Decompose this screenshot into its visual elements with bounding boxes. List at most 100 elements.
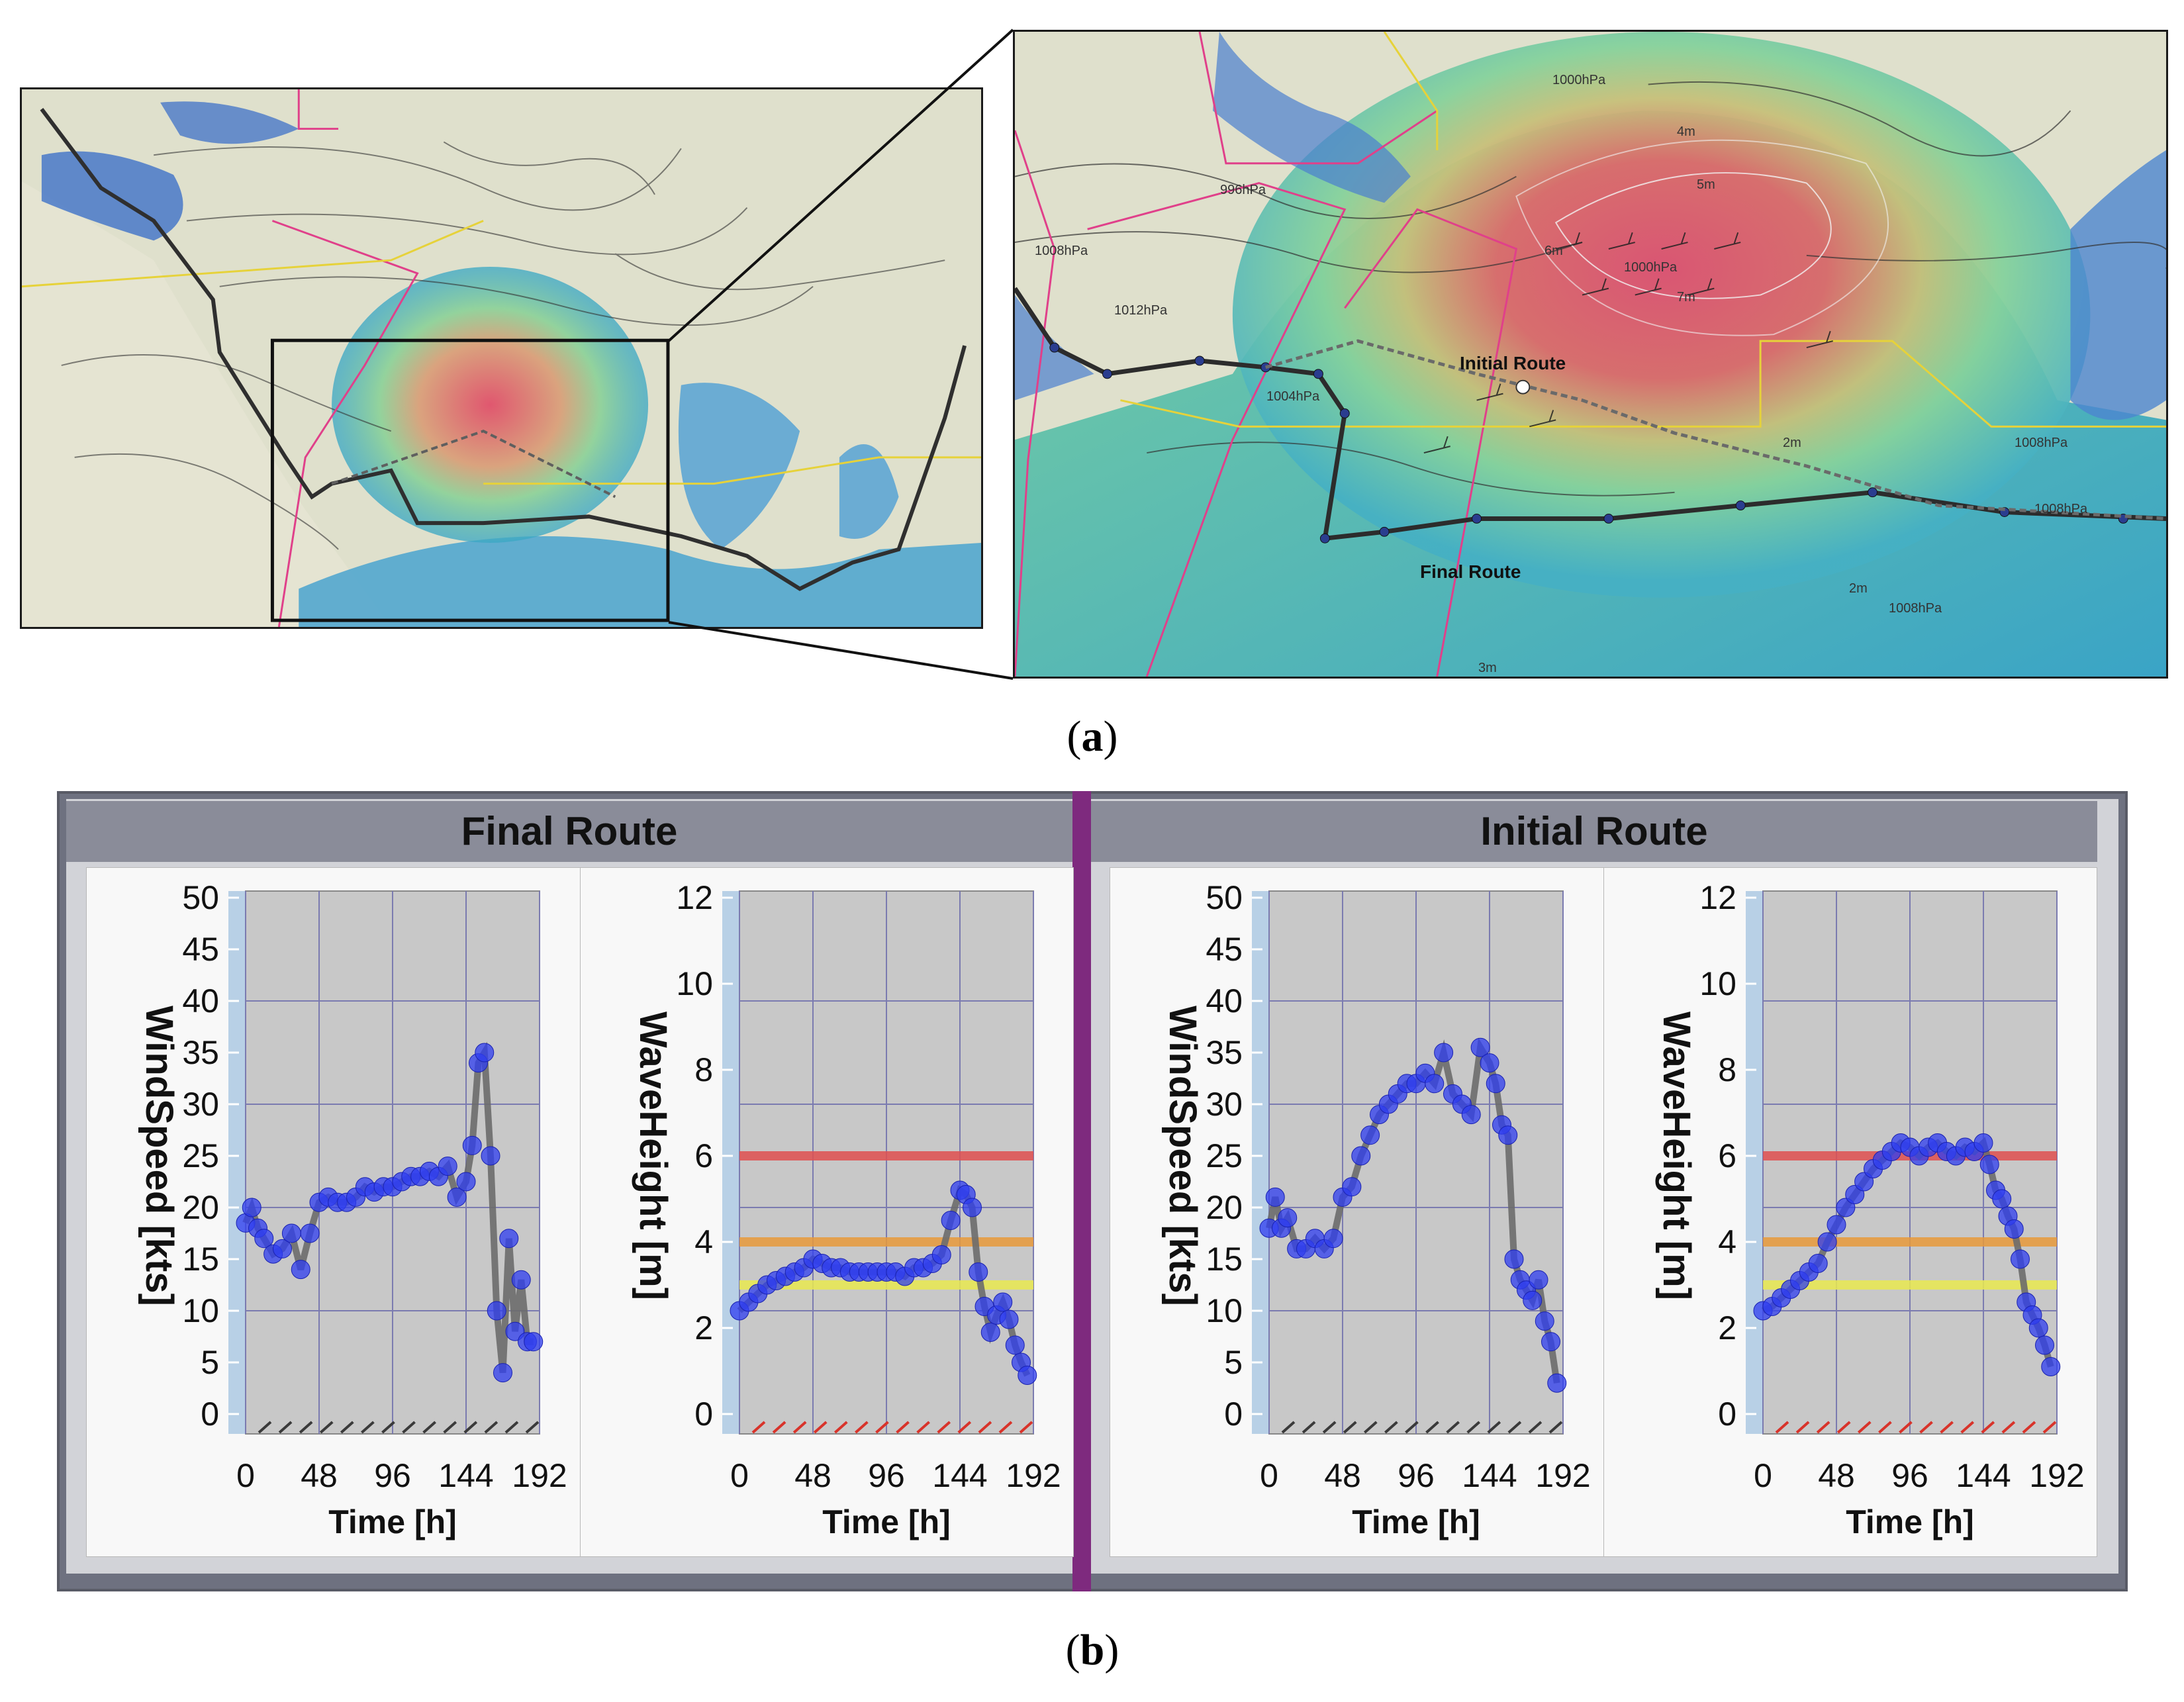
initial-waveheight-plot: 0 2 4 6 8 10 12 0 48 96 144 192 WaveHeight [m] Time […: [1655, 879, 2085, 1540]
direction-marker: [833, 1421, 848, 1434]
x-tick-label: 144: [932, 1457, 987, 1494]
axis-strip: [1252, 891, 1269, 1434]
data-point: [1541, 1332, 1560, 1352]
direction-marker: [1322, 1421, 1337, 1434]
overview-map-graphic: [22, 89, 981, 627]
final-route-label: Final Route: [1420, 561, 1521, 582]
direction-marker: [525, 1421, 540, 1434]
x-tick-label: 0: [730, 1457, 749, 1494]
y-tick-label: 35: [1206, 1034, 1243, 1071]
y-tick-label: 30: [1206, 1086, 1243, 1123]
isobar-label: 1000hPa: [1552, 73, 1606, 87]
final-route-header: Final Route: [66, 801, 1072, 862]
isobar-label: 996hPa: [1220, 183, 1266, 197]
isobar-label: 1008hPa: [1889, 601, 1942, 616]
y-tick-label: 20: [1206, 1189, 1243, 1226]
direction-marker: [258, 1421, 272, 1434]
final-waveheight-chart: 0 2 4 6 8 10 12 0 48 96 144 192 WaveHeight [m] Time […: [580, 867, 1074, 1557]
data-point: [963, 1198, 982, 1217]
y-tick-label: 30: [182, 1086, 219, 1123]
direction-marker: [381, 1421, 395, 1434]
direction-marker: [278, 1421, 293, 1434]
final-windspeed-chart: 0 5 10 15 20 25 30 35 40 45 50 0 48 96 144 192 WindSpeed…: [86, 867, 581, 1557]
data-point: [1486, 1074, 1505, 1094]
wave-contour-label: 6m: [1544, 244, 1563, 258]
y-tick-label: 4: [694, 1223, 713, 1260]
direction-marker: [2042, 1421, 2057, 1434]
direction-marker: [1507, 1421, 1522, 1434]
direction-marker: [1446, 1421, 1460, 1434]
direction-marker: [1019, 1421, 1033, 1434]
data-point: [499, 1229, 519, 1249]
axis-strip: [228, 891, 246, 1434]
y-tick-label: 40: [182, 982, 219, 1019]
group-divider: [1072, 791, 1091, 1591]
data-point: [1547, 1373, 1567, 1393]
data-point: [1979, 1155, 1999, 1174]
zoomed-map-graphic: [1015, 32, 2166, 677]
final-windspeed-plot: 0 5 10 15 20 25 30 35 40 45 50 0 48 96 144 192 WindSpeed…: [138, 879, 567, 1540]
data-point: [1529, 1270, 1548, 1290]
zoomed-map[interactable]: Initial Route Final Route 1000hPa 996hPa…: [1013, 30, 2168, 679]
y-tick-label: 0: [694, 1395, 713, 1433]
y-tick-label: 25: [1206, 1137, 1243, 1174]
y-tick-label: 6: [694, 1137, 713, 1174]
data-point: [941, 1211, 961, 1230]
data-point: [2041, 1357, 2061, 1376]
direction-marker: [1940, 1421, 1954, 1434]
axis-strip: [722, 891, 739, 1434]
y-axis-label: WindSpeed [kts]: [138, 1006, 181, 1306]
data-point: [300, 1223, 320, 1243]
direction-marker: [813, 1421, 828, 1434]
data-point: [1360, 1125, 1380, 1145]
x-tick-label: 144: [438, 1457, 493, 1494]
isobar-label: 1008hPa: [1035, 244, 1088, 258]
wave-contour-label: 4m: [1677, 124, 1695, 139]
direction-marker: [896, 1421, 910, 1434]
direction-marker: [998, 1421, 1013, 1434]
direction-marker: [875, 1421, 889, 1434]
y-tick-label: 10: [182, 1292, 219, 1329]
data-point: [1265, 1187, 1285, 1207]
data-point: [1808, 1254, 1828, 1273]
y-tick-label: 12: [1699, 879, 1736, 916]
y-tick-label: 0: [201, 1395, 219, 1433]
y-tick-label: 25: [182, 1137, 219, 1174]
direction-marker: [937, 1421, 951, 1434]
direction-marker: [916, 1421, 930, 1434]
data-point: [1470, 1037, 1490, 1057]
y-tick-label: 15: [182, 1241, 219, 1278]
direction-marker: [1343, 1421, 1357, 1434]
data-point: [993, 1292, 1013, 1312]
direction-marker: [1960, 1421, 1975, 1434]
initial-route-label: Initial Route: [1460, 353, 1566, 373]
direction-marker: [484, 1421, 499, 1434]
direction-marker: [1528, 1421, 1543, 1434]
y-tick-label: 6: [1718, 1137, 1736, 1174]
wave-contour-label: 2m: [1783, 436, 1801, 450]
direction-marker: [1425, 1421, 1439, 1434]
y-tick-label: 8: [1718, 1051, 1736, 1088]
overview-map[interactable]: [20, 87, 983, 629]
data-point: [273, 1239, 292, 1258]
direction-marker: [1466, 1421, 1481, 1434]
y-tick-label: 5: [1224, 1344, 1243, 1381]
x-tick-label: 0: [1754, 1457, 1772, 1494]
direction-marker: [855, 1421, 869, 1434]
data-point: [1342, 1177, 1362, 1197]
isobar-label: 1012hPa: [1114, 303, 1168, 318]
initial-windspeed-chart: 0 5 10 15 20 25 30 35 40 45 50 0 48 96 144 192 WindSpeed…: [1110, 867, 1605, 1557]
x-axis-label: Time [h]: [1352, 1503, 1480, 1540]
y-tick-label: 10: [676, 965, 713, 1002]
x-tick-label: 96: [1891, 1457, 1928, 1494]
data-point: [475, 1043, 495, 1063]
direction-marker: [463, 1421, 478, 1434]
data-point: [2035, 1335, 2054, 1355]
initial-route-header: Initial Route: [1091, 801, 2097, 862]
y-tick-label: 0: [1224, 1395, 1243, 1433]
data-point: [281, 1223, 301, 1243]
direction-marker: [1857, 1421, 1872, 1434]
data-point: [1351, 1146, 1371, 1166]
direction-marker: [2022, 1421, 2036, 1434]
direction-marker: [299, 1421, 313, 1434]
